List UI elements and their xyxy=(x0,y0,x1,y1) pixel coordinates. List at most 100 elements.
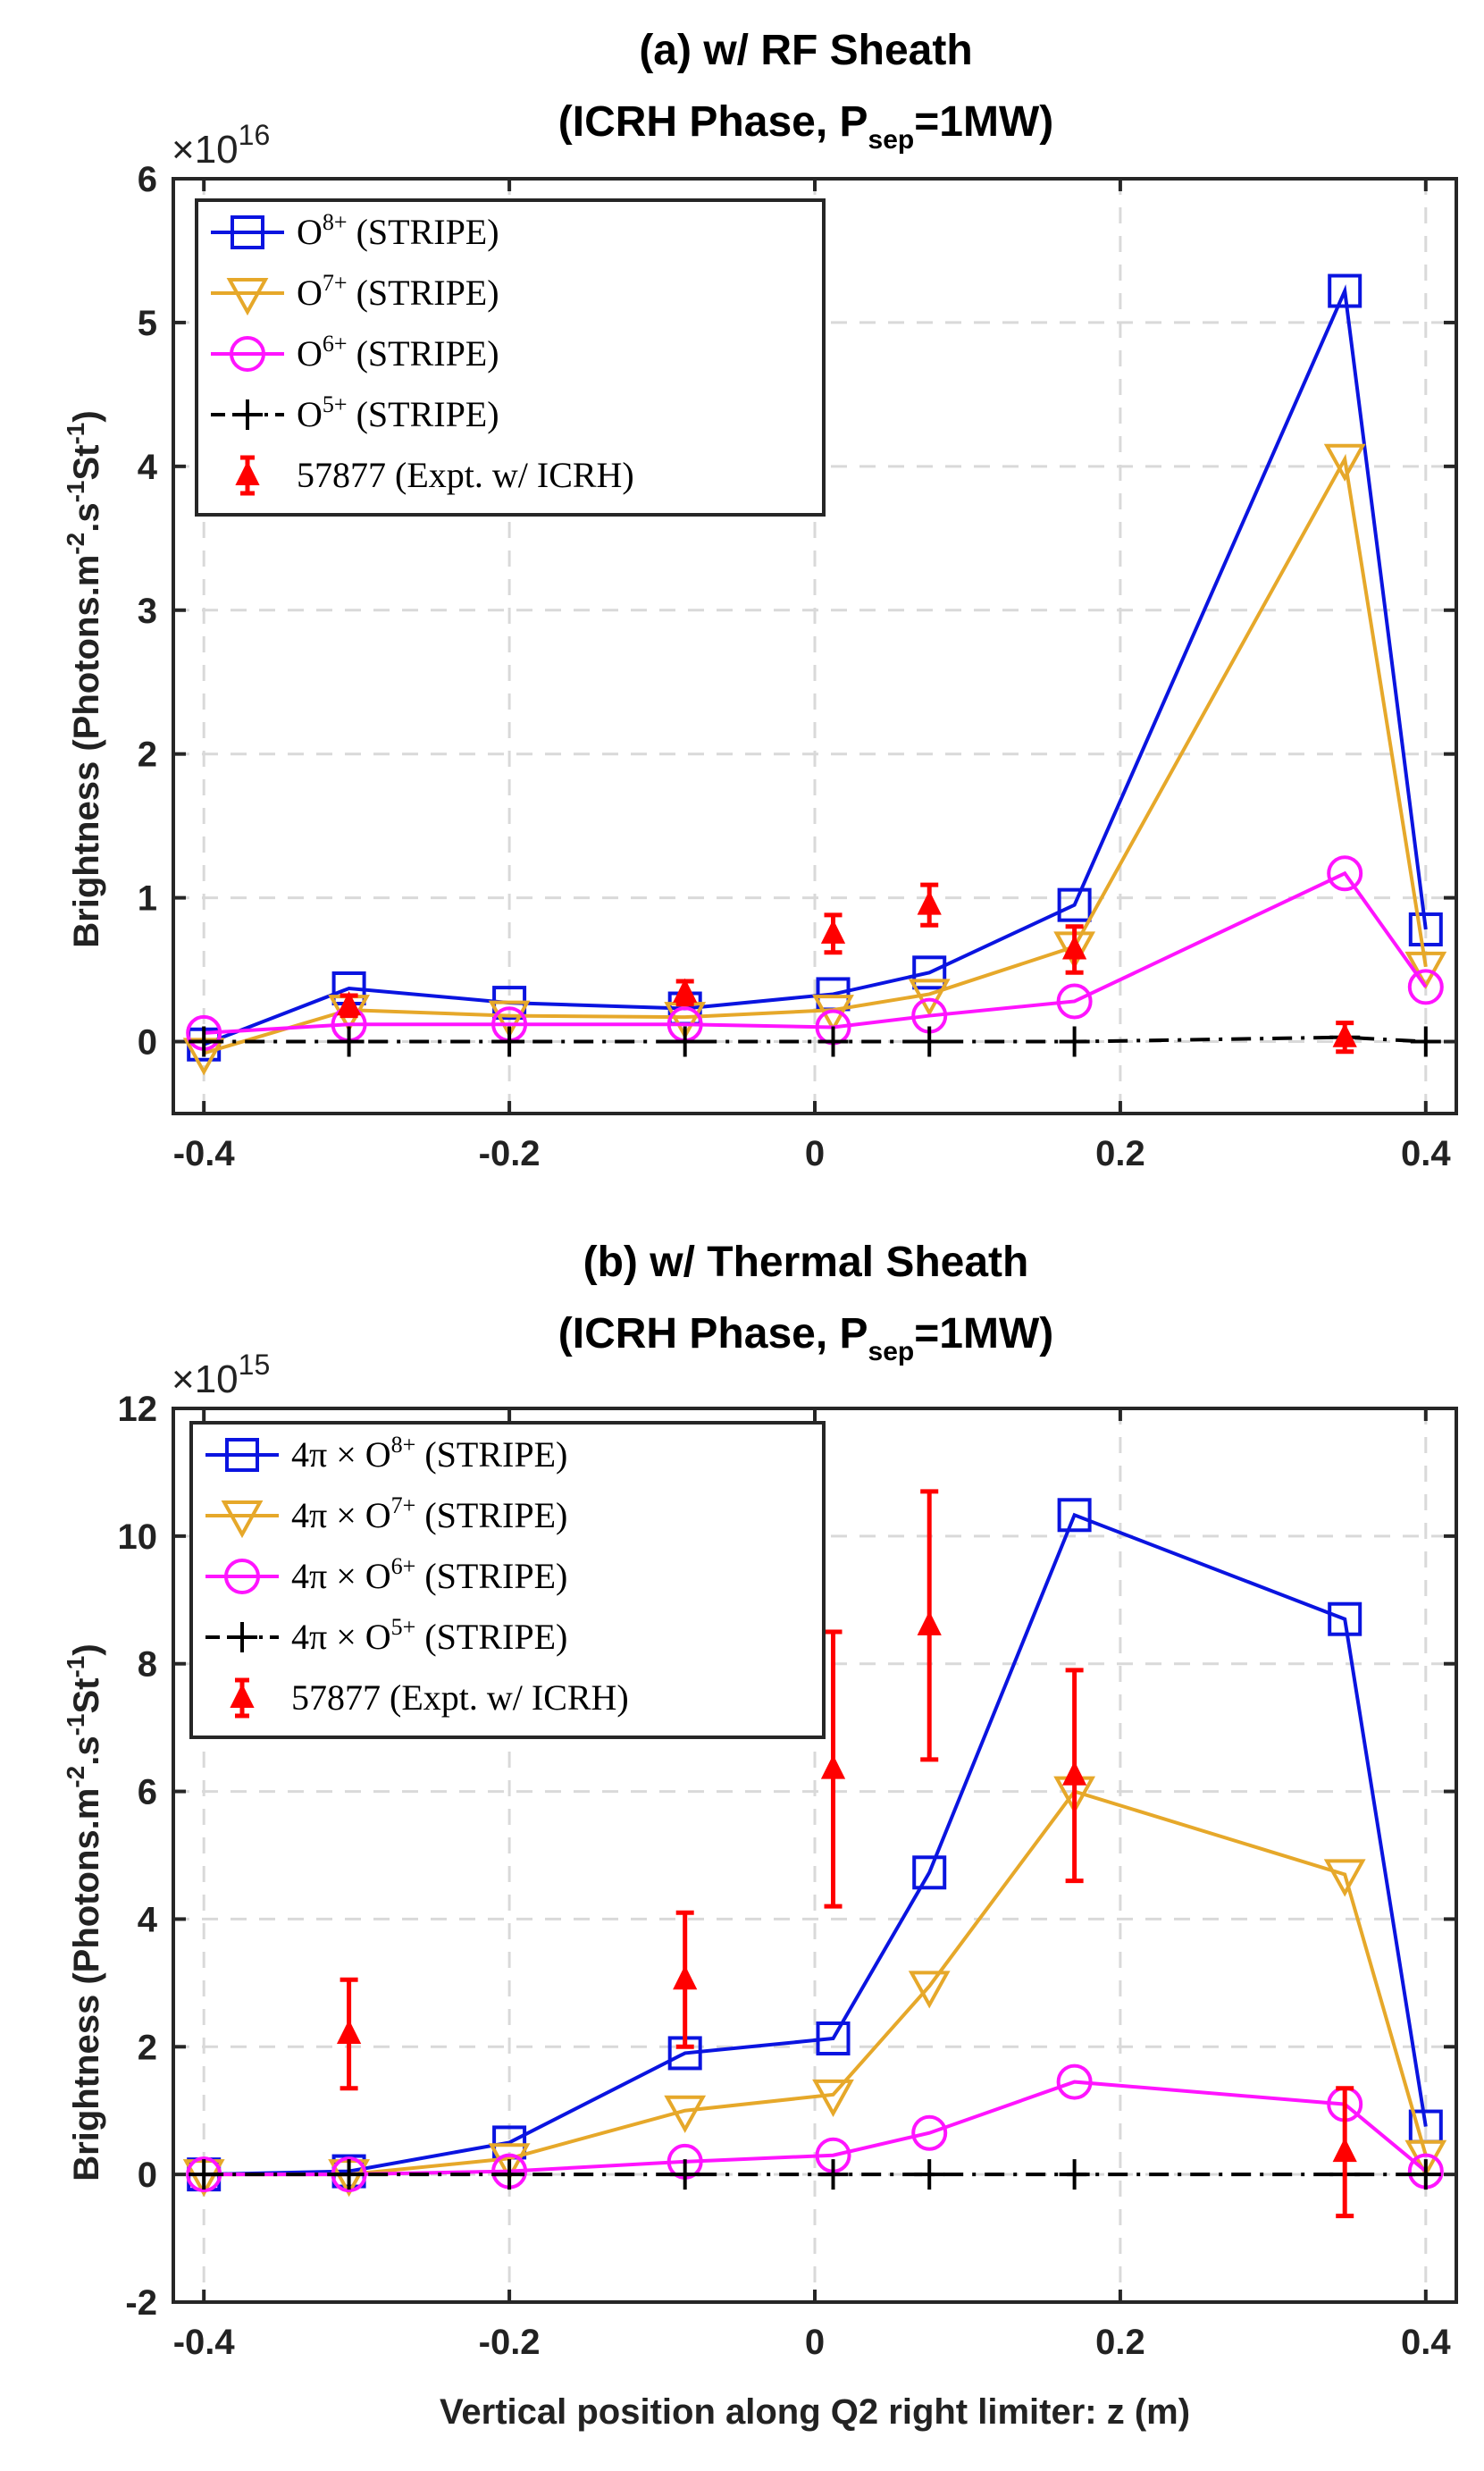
panel-a-ytick-label: 6 xyxy=(138,160,157,199)
panel-a-xtick-label: -0.4 xyxy=(173,1134,236,1173)
panel-a: (a) w/ RF Sheath (ICRH Phase, Psep=1MW) … xyxy=(62,27,1458,1173)
panel-a-series-o6plus-marker xyxy=(1407,969,1444,1005)
panel-b-xtick-label: -0.2 xyxy=(479,2323,541,2362)
panel-b-series-o5plus-marker xyxy=(817,2159,849,2190)
panel-a-plot xyxy=(182,273,1447,1076)
x-axis-label: Vertical position along Q2 right limiter… xyxy=(440,2392,1190,2432)
panel-b-legend: 4π × O8+ (STRIPE) 4π × O7+ (STRIPE) 4π × O… xyxy=(189,1421,826,1739)
panel-a-expt-marker xyxy=(917,890,942,915)
panel-a-series-o5plus-marker xyxy=(669,1026,700,1057)
panel-b-series-o5plus-marker xyxy=(189,2159,220,2190)
panel-b-ytick-label: 12 xyxy=(118,1390,158,1429)
panel-b-ytick-label: 0 xyxy=(138,2156,157,2195)
panel-a-series-o8plus-marker xyxy=(1328,273,1362,308)
panel-b-title: (b) w/ Thermal Sheath xyxy=(583,1239,1029,1286)
panel-b-series-o8plus-marker xyxy=(816,2021,851,2055)
panel-b-ytick-label: 10 xyxy=(118,1517,158,1557)
panel-a-series-o7plus-marker xyxy=(1323,443,1366,482)
panel-b-expt-marker xyxy=(1062,1761,1087,1786)
panel-b-legend-expt-label: 57877 (Expt. w/ ICRH) xyxy=(291,1677,629,1718)
panel-a-series-o7plus-marker xyxy=(1404,951,1447,989)
panel-a-expt-marker xyxy=(336,991,362,1016)
panel-a-expt-marker xyxy=(1062,935,1087,960)
panel-a-expt-marker xyxy=(673,978,698,1003)
panel-a-legend-label: O6+ (STRIPE) xyxy=(297,331,499,374)
panel-a-series-o8plus-marker xyxy=(912,955,947,990)
panel-a-xtick-label: 0 xyxy=(805,1134,825,1173)
panel-a-expt-marker xyxy=(820,919,846,944)
panel-a-ytick-label: 2 xyxy=(138,735,157,775)
panel-b-subtitle: (ICRH Phase, Psep=1MW) xyxy=(558,1310,1053,1366)
panel-b-legend-label: 4π × O8+ (STRIPE) xyxy=(291,1432,567,1475)
panel-b-series-o6plus-marker xyxy=(1056,2063,1093,2100)
panel-b-series-o8plus-marker xyxy=(1057,1498,1092,1533)
panel-b-legend-marker xyxy=(221,1500,264,1539)
panel-a-legend-label: O5+ (STRIPE) xyxy=(297,391,499,434)
panel-a-series-o6plus-marker xyxy=(1056,983,1093,1020)
panel-b-ticks: -0.4 -0.2 0 0.2 0.4 -2 0 2 4 6 8 10 12 xyxy=(118,1390,1456,2362)
panel-b-ytick-label: 2 xyxy=(138,2028,157,2067)
panel-b-series-o5plus-marker xyxy=(333,2159,365,2190)
panel-b-expt-marker xyxy=(1332,2137,1357,2163)
panel-a-ytick-label: 1 xyxy=(138,879,157,919)
panel-b-series-o7plus-marker xyxy=(908,1971,951,2009)
panel-b-series-o5plus-marker xyxy=(1410,2159,1441,2190)
panel-a-xtick-label: 0.4 xyxy=(1401,1134,1451,1173)
panel-b-xtick-label: 0.4 xyxy=(1401,2323,1451,2362)
panel-a-legend-expt-marker xyxy=(235,460,260,485)
panel-a-series-o8plus-marker xyxy=(1057,887,1092,922)
panel-a-xtick-label: 0.2 xyxy=(1095,1134,1145,1173)
panel-a-ytick-label: 0 xyxy=(138,1023,157,1063)
panel-a-series-o6plus-marker xyxy=(1327,855,1363,892)
panel-a-axes-box xyxy=(172,177,1458,1115)
panel-b-series-o8plus-marker xyxy=(912,1855,947,1890)
panel-a-legend-marker xyxy=(231,215,264,249)
panel-b-legend-marker xyxy=(227,1622,257,1652)
panel-b-expt-marker xyxy=(336,2019,362,2044)
panel-b-legend-box xyxy=(189,1421,826,1739)
panel-b-series-o7plus-marker xyxy=(664,2095,707,2133)
panel-a-legend-label: O8+ (STRIPE) xyxy=(297,209,499,252)
panel-b-multiplier: ×1015 xyxy=(172,1349,270,1401)
panel-b-ytick-label: -2 xyxy=(125,2283,157,2323)
panel-a-ytick-label: 5 xyxy=(138,304,157,343)
panel-b-series-o5plus-marker xyxy=(494,2159,525,2190)
panel-a-expt-marker xyxy=(1332,1022,1357,1047)
panel-b-ylabel: Brightness (Photons.m-2.s-1St-1) xyxy=(62,1643,106,2181)
panel-a-legend-expt-label: 57877 (Expt. w/ ICRH) xyxy=(297,455,634,495)
panel-b-series-o6plus-line xyxy=(204,2080,1428,2177)
panel-b-ytick-label: 4 xyxy=(138,1900,158,1939)
panel-b-xtick-label: -0.4 xyxy=(173,2323,236,2362)
panel-a-series-o5plus-marker xyxy=(333,1026,365,1057)
panel-a-legend-box xyxy=(195,198,826,517)
panel-a-series-o5plus-marker xyxy=(494,1026,525,1057)
panel-a-legend-label: O7+ (STRIPE) xyxy=(297,270,499,313)
panel-b-legend-marker xyxy=(224,1559,260,1594)
panel-b-legend-label: 4π × O6+ (STRIPE) xyxy=(291,1553,567,1596)
panel-b-axes-box xyxy=(172,1407,1458,2304)
panel-a-series-o5plus-marker xyxy=(914,1026,945,1057)
panel-a-ytick-label: 3 xyxy=(138,592,157,631)
panel-b-series-o7plus-marker xyxy=(488,2143,531,2181)
panel-b-legend-marker xyxy=(225,1438,259,1472)
panel-a-subtitle: (ICRH Phase, Psep=1MW) xyxy=(558,98,1053,155)
panel-b-plot xyxy=(182,1489,1447,2219)
panel-b-legend-label: 4π × O7+ (STRIPE) xyxy=(291,1492,567,1535)
panel-a-legend: O8+ (STRIPE) O7+ (STRIPE) O6+ (STRIPE) O5+ … xyxy=(195,198,826,517)
panel-b-series-o6plus-marker xyxy=(911,2114,948,2151)
panel-b-series-o5plus-marker xyxy=(914,2159,945,2190)
panel-b-legend-expt-marker xyxy=(230,1683,255,1708)
panel-a-ticks: -0.4 -0.2 0 0.2 0.4 0 1 2 3 4 5 6 xyxy=(138,160,1456,1173)
panel-a-series-o5plus-marker xyxy=(189,1026,220,1057)
panel-b-expt-marker xyxy=(917,1610,942,1635)
panel-b-series-o7plus-line xyxy=(204,1789,1428,2177)
panel-b-series-o7plus-marker xyxy=(812,2079,854,2117)
panel-b-expt-marker xyxy=(673,1965,698,1990)
panel-a-series-o7plus-marker xyxy=(488,1000,531,1038)
panel-a-multiplier: ×1016 xyxy=(172,119,270,172)
panel-a-legend-marker xyxy=(230,336,265,372)
panel-b-xtick-label: 0 xyxy=(805,2323,825,2362)
panel-b-series-o8plus-marker xyxy=(1328,1601,1362,1636)
panel-a-series-o5plus-marker xyxy=(817,1026,849,1057)
